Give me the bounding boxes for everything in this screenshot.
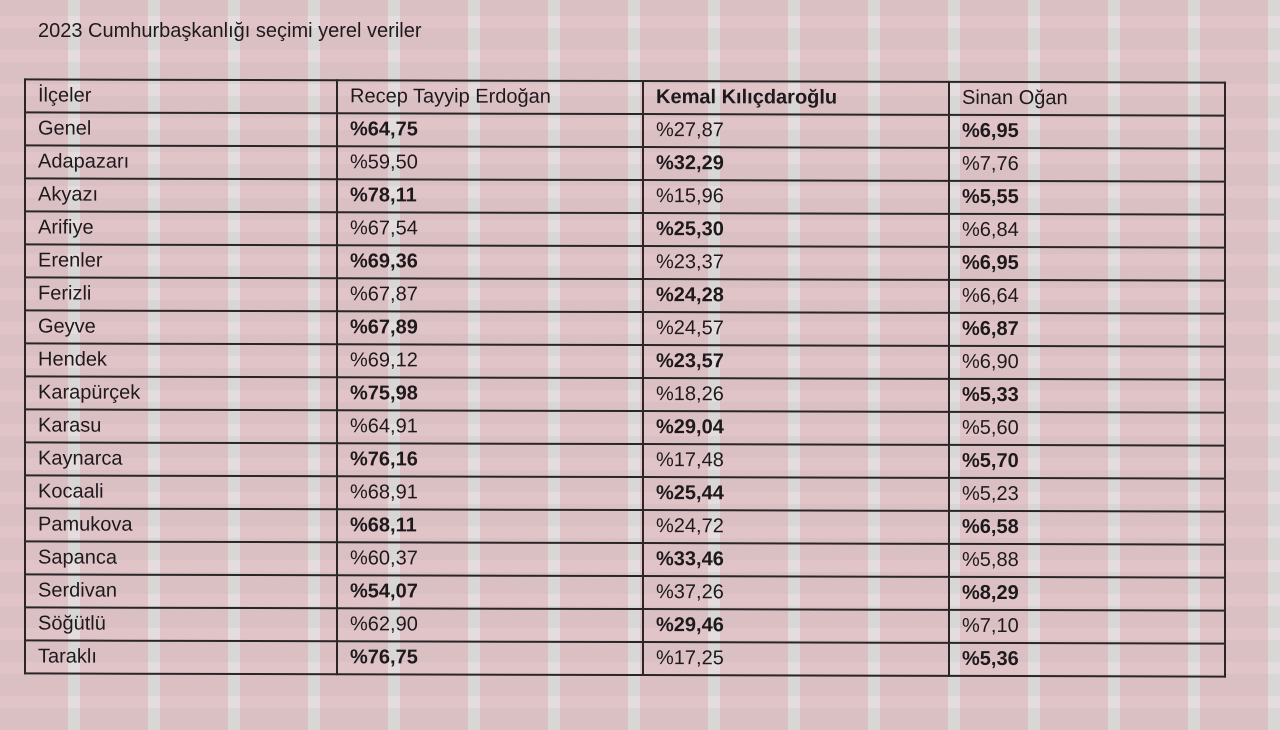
table-row: Ferizli %67,87 %24,28 %6,64 bbox=[25, 277, 1225, 314]
table-row: Karasu %64,91 %29,04 %5,60 bbox=[25, 409, 1225, 446]
vote-percentage: %5,88 bbox=[949, 543, 1225, 578]
district-name: Pamukova bbox=[25, 508, 337, 543]
column-header: Kemal Kılıçdaroğlu bbox=[643, 81, 949, 115]
vote-percentage: %15,96 bbox=[643, 180, 949, 214]
district-name: Karasu bbox=[25, 409, 337, 444]
vote-percentage: %5,23 bbox=[949, 477, 1225, 512]
vote-percentage: %6,64 bbox=[949, 279, 1225, 314]
district-name: Serdivan bbox=[25, 574, 337, 609]
vote-percentage: %5,33 bbox=[949, 378, 1225, 413]
vote-percentage: %37,26 bbox=[643, 576, 949, 610]
column-header: İlçeler bbox=[25, 79, 337, 114]
vote-percentage: %75,98 bbox=[337, 377, 643, 412]
district-name: Adapazarı bbox=[25, 145, 337, 180]
vote-percentage: %64,75 bbox=[337, 113, 643, 148]
vote-percentage: %6,87 bbox=[949, 312, 1225, 347]
vote-percentage: %7,10 bbox=[949, 609, 1225, 644]
vote-percentage: %33,46 bbox=[643, 543, 949, 577]
vote-percentage: %78,11 bbox=[337, 179, 643, 214]
district-name: Genel bbox=[25, 112, 337, 147]
vote-percentage: %6,95 bbox=[949, 114, 1225, 149]
vote-percentage: %25,30 bbox=[643, 213, 949, 247]
vote-percentage: %69,12 bbox=[337, 344, 643, 379]
vote-percentage: %69,36 bbox=[337, 245, 643, 280]
table-row: Erenler %69,36 %23,37 %6,95 bbox=[25, 244, 1225, 281]
district-name: Erenler bbox=[25, 244, 337, 279]
district-name: Ferizli bbox=[25, 277, 337, 312]
vote-percentage: %64,91 bbox=[337, 410, 643, 445]
vote-percentage: %6,58 bbox=[949, 510, 1225, 545]
vote-percentage: %29,46 bbox=[643, 609, 949, 643]
vote-percentage: %23,57 bbox=[643, 345, 949, 379]
vote-percentage: %54,07 bbox=[337, 575, 643, 610]
vote-percentage: %6,84 bbox=[949, 213, 1225, 248]
vote-percentage: %59,50 bbox=[337, 146, 643, 181]
district-name: Hendek bbox=[25, 343, 337, 378]
vote-percentage: %5,60 bbox=[949, 411, 1225, 446]
vote-percentage: %29,04 bbox=[643, 411, 949, 445]
table-row: Söğütlü %62,90 %29,46 %7,10 bbox=[25, 607, 1225, 644]
table-row: Genel %64,75 %27,87 %6,95 bbox=[25, 112, 1225, 149]
table-row: Hendek %69,12 %23,57 %6,90 bbox=[25, 343, 1225, 380]
table-row: Kocaali %68,91 %25,44 %5,23 bbox=[25, 475, 1225, 512]
vote-percentage: %17,25 bbox=[643, 642, 949, 676]
table-row: Kaynarca %76,16 %17,48 %5,70 bbox=[25, 442, 1225, 479]
table-row: Geyve %67,89 %24,57 %6,87 bbox=[25, 310, 1225, 347]
vote-percentage: %6,95 bbox=[949, 246, 1225, 281]
vote-percentage: %23,37 bbox=[643, 246, 949, 280]
district-name: Sapanca bbox=[25, 541, 337, 576]
vote-percentage: %76,75 bbox=[337, 641, 643, 676]
vote-percentage: %8,29 bbox=[949, 576, 1225, 611]
vote-percentage: %67,54 bbox=[337, 212, 643, 247]
district-name: Kaynarca bbox=[25, 442, 337, 477]
vote-percentage: %67,89 bbox=[337, 311, 643, 346]
table-row: Arifiye %67,54 %25,30 %6,84 bbox=[25, 211, 1225, 248]
district-name: Arifiye bbox=[25, 211, 337, 246]
vote-percentage: %68,91 bbox=[337, 476, 643, 511]
vote-percentage: %25,44 bbox=[643, 477, 949, 511]
table-row: Karapürçek %75,98 %18,26 %5,33 bbox=[25, 376, 1225, 413]
vote-percentage: %17,48 bbox=[643, 444, 949, 478]
district-name: Akyazı bbox=[25, 178, 337, 213]
table-row: Adapazarı %59,50 %32,29 %7,76 bbox=[25, 145, 1225, 182]
district-name: Taraklı bbox=[25, 640, 337, 675]
vote-percentage: %18,26 bbox=[643, 378, 949, 412]
table-row: Serdivan %54,07 %37,26 %8,29 bbox=[25, 574, 1225, 611]
vote-percentage: %62,90 bbox=[337, 608, 643, 643]
vote-percentage: %24,57 bbox=[643, 312, 949, 346]
vote-percentage: %5,55 bbox=[949, 180, 1225, 215]
vote-percentage: %5,70 bbox=[949, 444, 1225, 479]
document-title: 2023 Cumhurbaşkanlığı seçimi yerel veril… bbox=[38, 20, 422, 42]
vote-percentage: %67,87 bbox=[337, 278, 643, 313]
table-row: Sapanca %60,37 %33,46 %5,88 bbox=[25, 541, 1225, 578]
table-row: Taraklı %76,75 %17,25 %5,36 bbox=[25, 640, 1225, 677]
district-name: Söğütlü bbox=[25, 607, 337, 642]
district-name: Karapürçek bbox=[25, 376, 337, 411]
vote-percentage: %5,36 bbox=[949, 642, 1225, 677]
vote-percentage: %6,90 bbox=[949, 345, 1225, 380]
column-header: Recep Tayyip Erdoğan bbox=[337, 80, 643, 115]
vote-percentage: %24,72 bbox=[643, 510, 949, 544]
vote-percentage: %7,76 bbox=[949, 147, 1225, 182]
district-name: Kocaali bbox=[25, 475, 337, 510]
column-header: Sinan Oğan bbox=[949, 81, 1225, 116]
vote-percentage: %68,11 bbox=[337, 509, 643, 544]
table-header-row: İlçeler Recep Tayyip Erdoğan Kemal Kılıçda… bbox=[25, 79, 1225, 116]
vote-percentage: %76,16 bbox=[337, 443, 643, 478]
election-results-table: İlçeler Recep Tayyip Erdoğan Kemal Kılıçda… bbox=[24, 78, 1226, 677]
table-row: Akyazı %78,11 %15,96 %5,55 bbox=[25, 178, 1225, 215]
vote-percentage: %27,87 bbox=[643, 114, 949, 148]
vote-percentage: %32,29 bbox=[643, 147, 949, 181]
vote-percentage: %60,37 bbox=[337, 542, 643, 577]
table-row: Pamukova %68,11 %24,72 %6,58 bbox=[25, 508, 1225, 545]
district-name: Geyve bbox=[25, 310, 337, 345]
vote-percentage: %24,28 bbox=[643, 279, 949, 313]
